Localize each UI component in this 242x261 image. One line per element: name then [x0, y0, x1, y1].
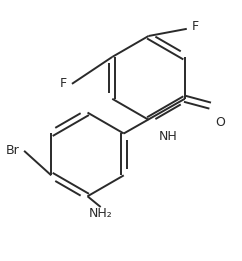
Text: NH: NH — [158, 130, 177, 143]
Text: NH₂: NH₂ — [89, 206, 113, 220]
Text: Br: Br — [6, 144, 19, 157]
Text: F: F — [192, 20, 199, 33]
Text: O: O — [215, 116, 225, 129]
Text: F: F — [60, 77, 67, 90]
